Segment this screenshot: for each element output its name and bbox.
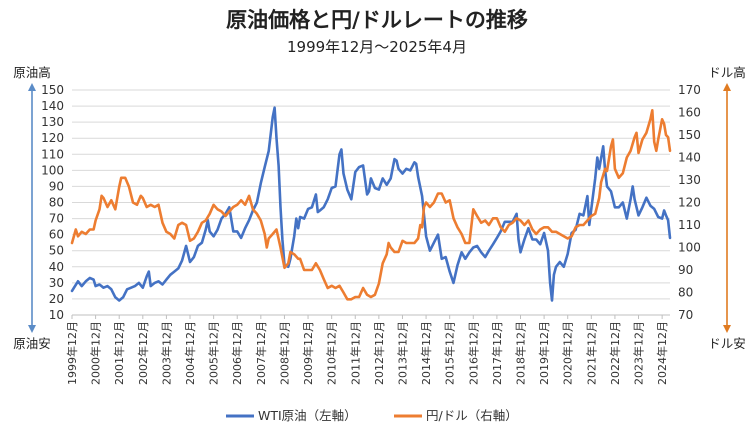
- x-tick-label: 2007年12月: [254, 321, 268, 385]
- left-axis-bottom-label: 原油安: [13, 336, 51, 351]
- right-tick-label: 170: [678, 83, 701, 97]
- left-tick-label: 150: [41, 83, 64, 97]
- right-tick-label: 70: [678, 308, 693, 322]
- x-tick-label: 2015年12月: [443, 321, 457, 385]
- yen-series-line: [70, 109, 672, 301]
- left-tick-label: 80: [49, 196, 64, 210]
- x-tick-label: 2022年12月: [608, 321, 622, 385]
- right-axis-arrow-up: [723, 83, 731, 91]
- left-tick-label: 140: [41, 99, 64, 113]
- left-tick-label: 90: [49, 179, 64, 193]
- x-tick-label: 2019年12月: [537, 321, 551, 385]
- left-tick-label: 50: [49, 244, 64, 258]
- left-tick-label: 30: [49, 276, 64, 290]
- legend: WTI原油（左軸） 円/ドル（右軸）: [226, 408, 518, 423]
- x-tick-label: 2004年12月: [183, 321, 197, 385]
- legend-label-wti: WTI原油（左軸）: [258, 408, 357, 423]
- right-axis-bottom-label: ドル安: [708, 336, 746, 351]
- x-tick-label: 1999年12月: [65, 321, 79, 385]
- x-tick-label: 2000年12月: [89, 321, 103, 385]
- x-tick-label: 2020年12月: [561, 321, 575, 385]
- right-tick-label: 150: [678, 128, 701, 142]
- x-tick-label: 2003年12月: [159, 321, 173, 385]
- wti-series-line: [70, 106, 672, 302]
- left-tick-label: 110: [41, 147, 64, 161]
- x-axis-ticks: 1999年12月 2000年12月 2001年12月 2002年12月 2003年12月…: [65, 315, 669, 385]
- x-tick-label: 2002年12月: [136, 321, 150, 385]
- chart-subtitle: 1999年12月〜2025年4月: [287, 38, 467, 56]
- x-tick-label: 2006年12月: [230, 321, 244, 385]
- x-tick-label: 2014年12月: [419, 321, 433, 385]
- x-tick-label: 2016年12月: [466, 321, 480, 385]
- x-tick-label: 2010年12月: [325, 321, 339, 385]
- right-tick-label: 160: [678, 106, 701, 120]
- right-tick-label: 120: [678, 196, 701, 210]
- left-axis-arrow-down: [28, 325, 36, 333]
- right-tick-label: 110: [678, 218, 701, 232]
- left-tick-label: 40: [49, 260, 64, 274]
- series-layer: [70, 106, 672, 302]
- left-axis-ticks: 10 20 30 40 50 60 70 80 90 100 110 120 130 140 150: [41, 83, 64, 322]
- right-tick-label: 140: [678, 151, 701, 165]
- gridlines: [72, 89, 670, 316]
- x-tick-label: 2009年12月: [301, 321, 315, 385]
- left-tick-label: 120: [41, 131, 64, 145]
- x-tick-label: 2001年12月: [112, 321, 126, 385]
- x-tick-label: 2023年12月: [632, 321, 646, 385]
- x-tick-label: 2021年12月: [584, 321, 598, 385]
- right-tick-label: 100: [678, 241, 701, 255]
- left-axis-arrow-up: [28, 83, 36, 91]
- right-axis-ticks: 70 80 90 100 110 120 130 140 150 160 170: [678, 83, 701, 322]
- right-tick-label: 130: [678, 173, 701, 187]
- right-axis-arrow-down: [723, 325, 731, 333]
- x-tick-label: 2017年12月: [490, 321, 504, 385]
- x-tick-label: 2011年12月: [348, 321, 362, 385]
- x-tick-label: 2024年12月: [655, 321, 669, 385]
- left-tick-label: 130: [41, 115, 64, 129]
- left-tick-label: 20: [49, 292, 64, 306]
- left-axis-top-label: 原油高: [13, 65, 51, 80]
- x-tick-label: 2013年12月: [395, 321, 409, 385]
- left-tick-label: 70: [49, 212, 64, 226]
- legend-label-yen: 円/ドル（右軸）: [426, 408, 518, 423]
- left-tick-label: 100: [41, 163, 64, 177]
- right-axis-top-label: ドル高: [708, 65, 746, 80]
- x-tick-label: 2005年12月: [207, 321, 221, 385]
- left-tick-label: 10: [49, 308, 64, 322]
- x-tick-label: 2008年12月: [277, 321, 291, 385]
- right-tick-label: 90: [678, 263, 693, 277]
- chart-title: 原油価格と円/ドルレートの推移: [226, 8, 528, 32]
- left-tick-label: 60: [49, 228, 64, 242]
- right-tick-label: 80: [678, 286, 693, 300]
- x-tick-label: 2012年12月: [372, 321, 386, 385]
- x-tick-label: 2018年12月: [513, 321, 527, 385]
